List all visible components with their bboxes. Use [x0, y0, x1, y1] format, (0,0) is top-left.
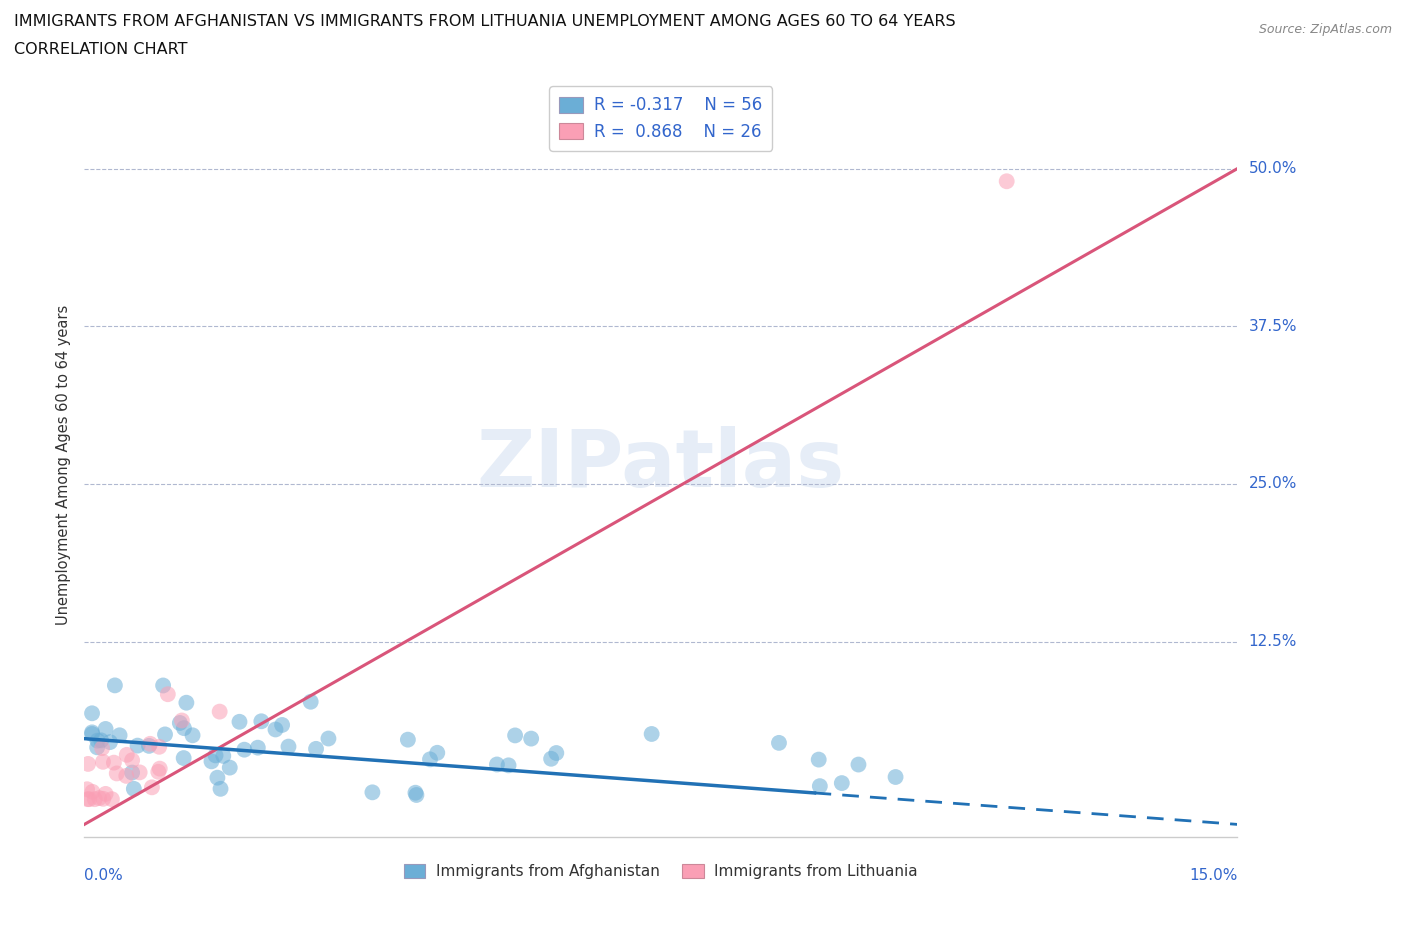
Point — [94, 787, 117, 802]
Point — [80, 724, 103, 739]
Point — [271, 718, 294, 733]
Point — [848, 757, 870, 772]
Point — [498, 758, 520, 773]
Text: 12.5%: 12.5% — [1249, 634, 1296, 649]
Point — [138, 738, 160, 753]
Point — [127, 738, 149, 753]
Text: CORRELATION CHART: CORRELATION CHART — [14, 42, 187, 57]
Point — [208, 704, 231, 719]
Point — [173, 721, 195, 736]
Point — [485, 757, 508, 772]
Point — [83, 791, 105, 806]
Point — [264, 722, 287, 737]
Point — [277, 739, 299, 754]
Point — [82, 784, 104, 799]
Point — [200, 754, 222, 769]
Point — [176, 696, 198, 711]
Point — [831, 776, 853, 790]
Point — [80, 706, 103, 721]
Point — [121, 753, 143, 768]
Point — [808, 778, 831, 793]
Point — [246, 740, 269, 755]
Point — [233, 742, 256, 757]
Point — [108, 728, 131, 743]
Point — [86, 733, 108, 748]
Point — [884, 769, 907, 784]
Point — [995, 174, 1018, 189]
Text: 25.0%: 25.0% — [1249, 476, 1296, 491]
Text: IMMIGRANTS FROM AFGHANISTAN VS IMMIGRANTS FROM LITHUANIA UNEMPLOYMENT AMONG AGES: IMMIGRANTS FROM AFGHANISTAN VS IMMIGRANT… — [14, 14, 956, 29]
Point — [305, 741, 328, 756]
Point — [149, 761, 172, 776]
Point — [101, 791, 124, 806]
Point — [318, 731, 340, 746]
Point — [77, 791, 100, 806]
Point — [426, 745, 449, 760]
Point — [503, 728, 526, 743]
Legend: Immigrants from Afghanistan, Immigrants from Lithuania: Immigrants from Afghanistan, Immigrants … — [398, 857, 924, 885]
Point — [540, 751, 562, 766]
Point — [148, 764, 170, 779]
Y-axis label: Unemployment Among Ages 60 to 64 years: Unemployment Among Ages 60 to 64 years — [56, 305, 72, 625]
Point — [169, 715, 191, 730]
Point — [212, 749, 235, 764]
Point — [91, 754, 114, 769]
Point — [228, 714, 250, 729]
Point — [640, 726, 662, 741]
Point — [86, 740, 108, 755]
Point — [98, 735, 121, 750]
Text: 37.5%: 37.5% — [1249, 319, 1296, 334]
Point — [173, 751, 195, 765]
Point — [218, 760, 240, 775]
Point — [207, 770, 229, 785]
Point — [156, 686, 179, 701]
Point — [121, 765, 143, 780]
Text: 0.0%: 0.0% — [84, 868, 124, 883]
Point — [807, 752, 830, 767]
Point — [115, 748, 138, 763]
Point — [299, 695, 322, 710]
Point — [76, 782, 98, 797]
Point — [209, 781, 232, 796]
Point — [404, 785, 426, 800]
Point — [76, 791, 98, 806]
Point — [141, 780, 163, 795]
Point — [122, 781, 145, 796]
Point — [91, 791, 114, 806]
Point — [91, 740, 114, 755]
Point — [94, 722, 117, 737]
Text: 50.0%: 50.0% — [1249, 161, 1296, 176]
Point — [89, 790, 111, 805]
Point — [153, 727, 176, 742]
Point — [546, 746, 568, 761]
Point — [152, 678, 174, 693]
Text: ZIPatlas: ZIPatlas — [477, 426, 845, 504]
Point — [115, 768, 138, 783]
Point — [396, 732, 419, 747]
Point — [90, 733, 112, 748]
Text: 15.0%: 15.0% — [1189, 868, 1237, 883]
Point — [250, 714, 273, 729]
Point — [80, 726, 103, 741]
Point — [204, 748, 226, 763]
Point — [520, 731, 543, 746]
Point — [768, 736, 790, 751]
Point — [405, 788, 427, 803]
Point — [103, 755, 125, 770]
Point — [128, 765, 150, 780]
Point — [181, 728, 204, 743]
Point — [139, 737, 162, 751]
Point — [105, 766, 128, 781]
Point — [170, 713, 193, 728]
Point — [419, 751, 441, 766]
Point — [361, 785, 384, 800]
Point — [148, 739, 170, 754]
Point — [104, 678, 127, 693]
Text: Source: ZipAtlas.com: Source: ZipAtlas.com — [1258, 23, 1392, 36]
Point — [77, 756, 100, 771]
